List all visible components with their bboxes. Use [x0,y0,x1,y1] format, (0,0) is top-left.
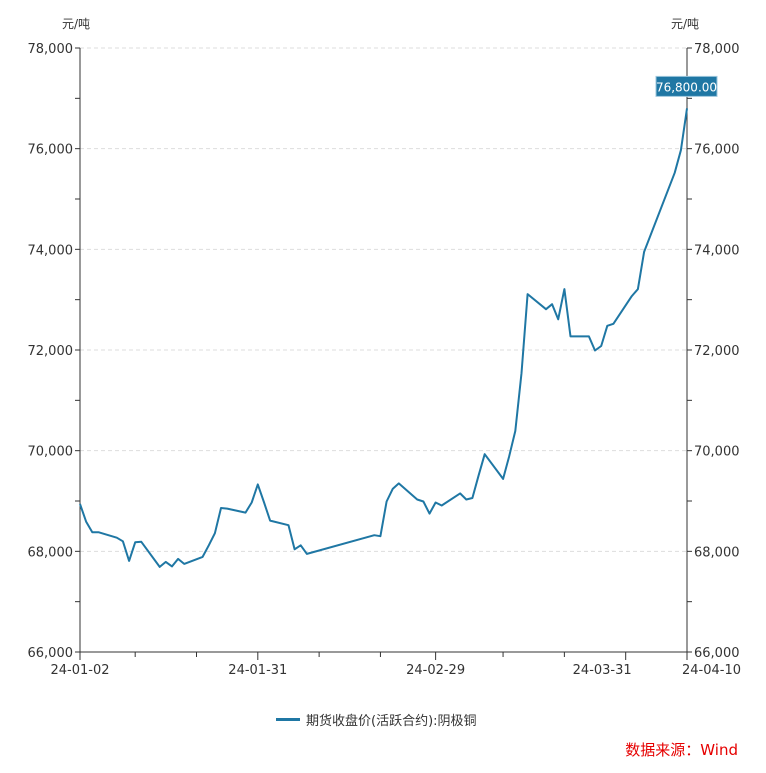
left-unit: 元/吨 [62,17,90,31]
x-tick-label: 24-01-31 [228,663,287,678]
last-value-badge [655,75,718,97]
left-tick-label: 76,000 [28,143,74,158]
x-tick-label: 24-04-10 [682,663,741,678]
left-tick-label: 72,000 [28,344,74,359]
left-tick-label: 68,000 [28,545,74,560]
right-tick-label: 76,000 [694,143,740,158]
legend-label: 期货收盘价(活跃合约):阴极铜 [306,714,477,729]
left-tick-label: 66,000 [28,646,74,661]
right-tick-label: 72,000 [694,344,740,359]
right-tick-label: 68,000 [694,545,740,560]
legend[interactable]: 期货收盘价(活跃合约):阴极铜 [276,710,477,729]
legend-swatch [276,718,300,721]
x-tick-label: 24-03-31 [573,663,632,678]
right-tick-label: 74,000 [694,243,740,258]
left-tick-label: 74,000 [28,243,74,258]
right-tick-label: 66,000 [694,646,740,661]
last-value-label: 76,800.00 [656,80,717,94]
data-source: 数据来源：Wind [625,741,738,759]
right-tick-label: 78,000 [694,42,740,57]
left-tick-label: 78,000 [28,42,74,57]
x-tick-label: 24-01-02 [50,663,109,678]
series-line [79,108,688,568]
right-tick-label: 70,000 [694,445,740,460]
left-tick-label: 70,000 [28,445,74,460]
right-unit: 元/吨 [671,17,699,31]
x-tick-label: 24-02-29 [406,663,465,678]
